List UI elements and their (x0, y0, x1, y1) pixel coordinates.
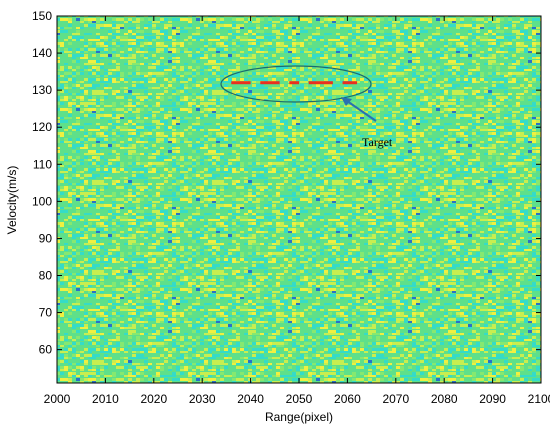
x-tick-label: 2040 (237, 392, 264, 406)
target-segment (260, 81, 280, 85)
x-tick-label: 2070 (382, 392, 409, 406)
x-tick-label: 2080 (431, 392, 458, 406)
y-tick-label: 140 (32, 46, 52, 60)
y-tick-label: 130 (32, 83, 52, 97)
target-segment (342, 81, 358, 85)
y-tick-label: 80 (39, 268, 53, 282)
x-tick-label: 2030 (189, 392, 216, 406)
x-axis-label: Range(pixel) (265, 410, 333, 424)
y-tick-label: 90 (39, 231, 53, 245)
y-tick-label: 150 (32, 9, 52, 23)
x-tick-label: 2090 (479, 392, 506, 406)
y-tick-label: 60 (39, 343, 53, 357)
y-tick-label: 100 (32, 194, 52, 208)
arrow-head (341, 97, 352, 106)
annotation: Target (362, 135, 393, 149)
target-segment (289, 81, 299, 85)
x-tick-label: 2100 (528, 392, 550, 406)
x-tick-label: 2050 (286, 392, 313, 406)
y-tick-label: 120 (32, 120, 52, 134)
y-axis-label: Velocity(m/s) (5, 166, 19, 235)
target-ellipse (220, 65, 372, 103)
heatmap-background (57, 16, 541, 383)
y-tick-label: 70 (39, 306, 53, 320)
x-tick-label: 2060 (334, 392, 361, 406)
plot-marks (231, 81, 358, 85)
target-segment (308, 81, 333, 85)
y-tick-label: 110 (33, 157, 52, 171)
x-tick-label: 2000 (44, 392, 71, 406)
arrow-shaft (346, 100, 377, 122)
x-tick-label: 2010 (92, 392, 119, 406)
target-segment (231, 81, 251, 85)
x-tick-label: 2020 (140, 392, 167, 406)
